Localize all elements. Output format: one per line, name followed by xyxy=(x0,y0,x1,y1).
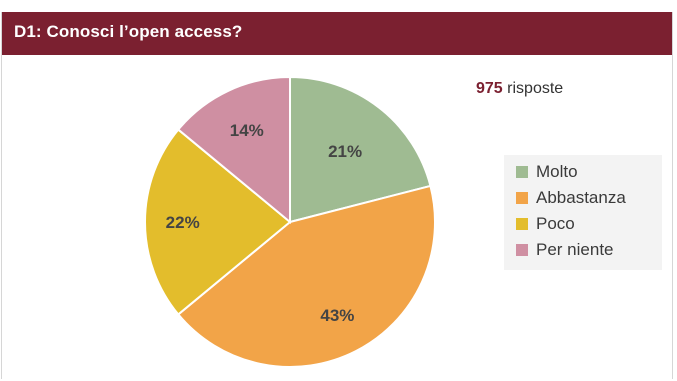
pie-slice-per-niente xyxy=(176,75,291,225)
legend-swatch xyxy=(516,218,528,230)
legend-item: Per niente xyxy=(516,237,662,263)
pie-slice-molto xyxy=(289,75,432,224)
legend-item: Abbastanza xyxy=(516,185,662,211)
legend-swatch xyxy=(516,244,528,256)
slice-value-label: 43% xyxy=(320,306,354,325)
response-count-number: 975 xyxy=(476,80,503,97)
legend-label: Molto xyxy=(536,162,578,181)
pie-slice-poco xyxy=(144,128,292,316)
response-count-label: risposte xyxy=(507,80,564,97)
legend-label: Per niente xyxy=(536,240,614,259)
question-title: D1: Conosci l’open access? xyxy=(14,22,243,41)
legend-swatch xyxy=(516,192,528,204)
pie-slice-abbastanza xyxy=(176,184,436,368)
response-count: 975 risposte xyxy=(476,80,563,98)
legend-item: Molto xyxy=(516,159,662,185)
chart-legend: Molto Abbastanza Poco Per niente xyxy=(504,155,662,270)
legend-swatch xyxy=(516,166,528,178)
slice-value-label: 14% xyxy=(230,121,264,140)
legend-item: Poco xyxy=(516,211,662,237)
legend-label: Poco xyxy=(536,214,575,233)
legend-label: Abbastanza xyxy=(536,188,626,207)
question-header: D1: Conosci l’open access? xyxy=(2,12,672,55)
slice-value-label: 21% xyxy=(328,142,362,161)
slice-value-label: 22% xyxy=(166,213,200,232)
